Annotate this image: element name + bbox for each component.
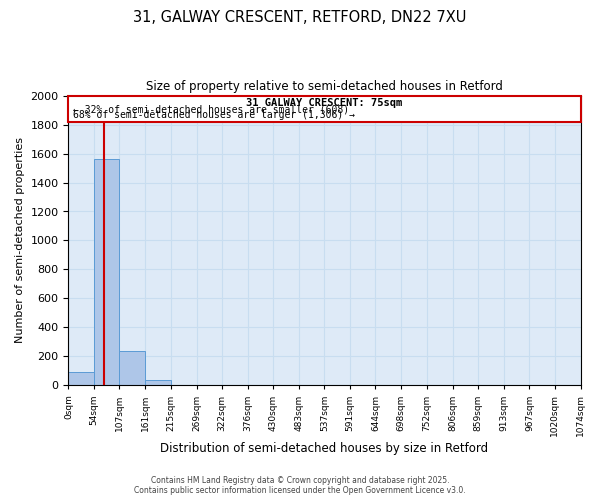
- FancyBboxPatch shape: [68, 96, 581, 122]
- Text: 31 GALWAY CRESCENT: 75sqm: 31 GALWAY CRESCENT: 75sqm: [247, 98, 403, 108]
- Title: Size of property relative to semi-detached houses in Retford: Size of property relative to semi-detach…: [146, 80, 503, 93]
- Text: ← 32% of semi-detached houses are smaller (608): ← 32% of semi-detached houses are smalle…: [73, 105, 349, 115]
- Bar: [171, 384, 197, 386]
- Bar: [68, 372, 94, 386]
- X-axis label: Distribution of semi-detached houses by size in Retford: Distribution of semi-detached houses by …: [160, 442, 488, 455]
- Bar: [94, 160, 119, 386]
- Text: 68% of semi-detached houses are larger (1,306) →: 68% of semi-detached houses are larger (…: [73, 110, 355, 120]
- Y-axis label: Number of semi-detached properties: Number of semi-detached properties: [15, 138, 25, 344]
- Bar: [145, 380, 171, 386]
- Text: 31, GALWAY CRESCENT, RETFORD, DN22 7XU: 31, GALWAY CRESCENT, RETFORD, DN22 7XU: [133, 10, 467, 25]
- Bar: [119, 350, 145, 386]
- Text: Contains HM Land Registry data © Crown copyright and database right 2025.
Contai: Contains HM Land Registry data © Crown c…: [134, 476, 466, 495]
